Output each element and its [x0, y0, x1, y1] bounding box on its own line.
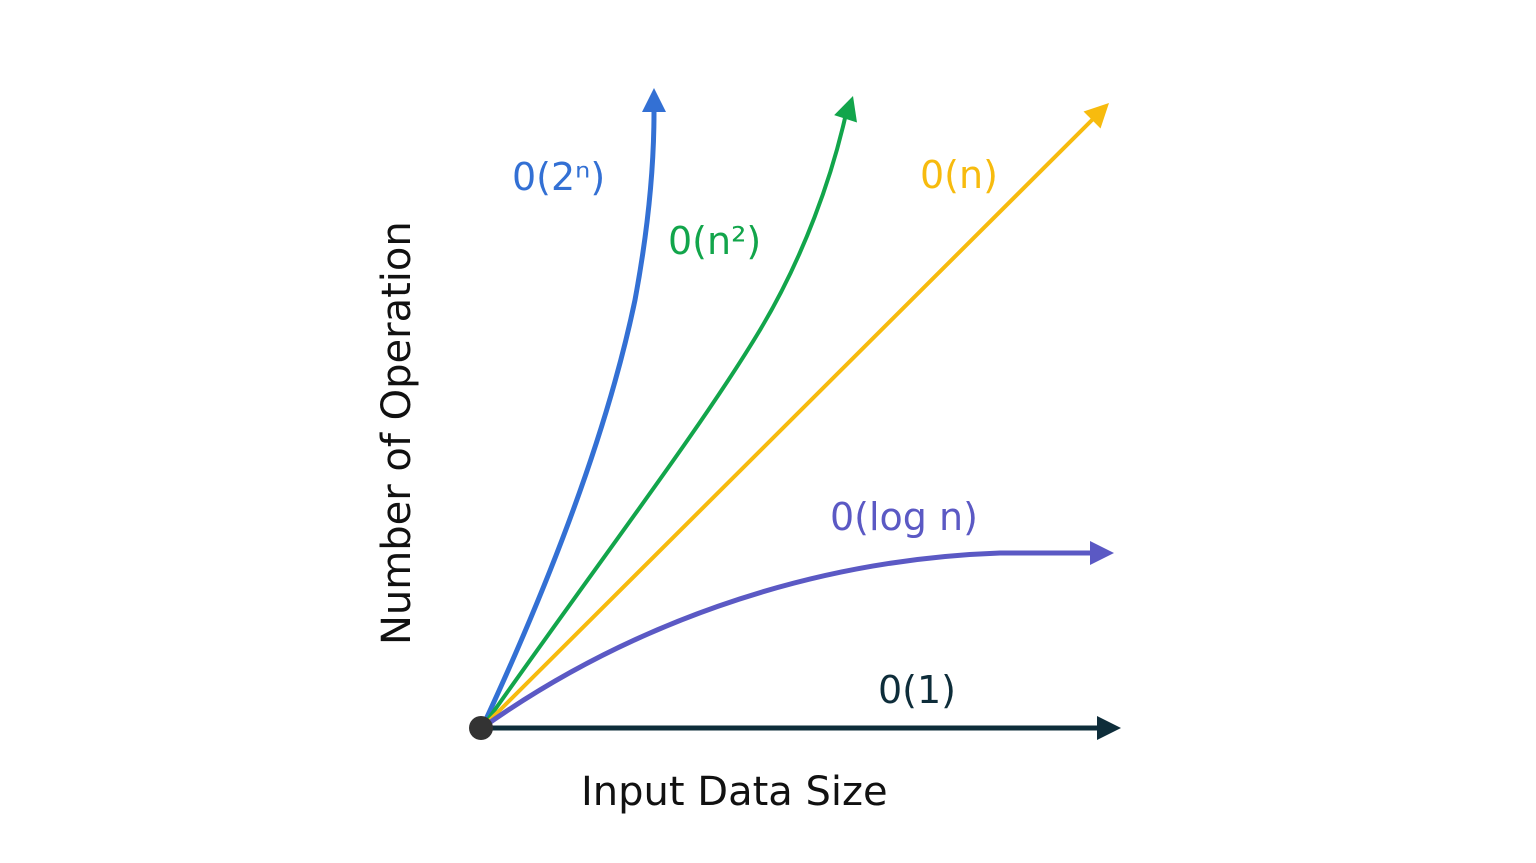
series-quadratic: [480, 96, 857, 730]
arrowhead-icon: [642, 88, 666, 112]
curve-quadratic: [480, 116, 847, 730]
arrowhead-icon: [834, 96, 857, 123]
curve-labels: 0(2ⁿ) 0(n²) 0(n) 0(log n) 0(1): [512, 153, 998, 712]
label-quadratic: 0(n²): [668, 219, 761, 263]
label-linear: 0(n): [920, 153, 998, 197]
label-exponential: 0(2ⁿ): [512, 155, 605, 199]
y-axis-label: Number of Operation: [374, 221, 420, 645]
curve-logarithmic: [479, 550, 1095, 731]
curve-exponential: [479, 109, 657, 731]
series-exponential: [479, 88, 666, 731]
complexity-curves: [479, 88, 1121, 740]
curve-linear: [480, 116, 1096, 730]
arrowhead-icon: [1090, 541, 1114, 565]
x-axis-label: Input Data Size: [581, 769, 888, 815]
arrowhead-icon: [1097, 716, 1121, 740]
label-constant: 0(1): [878, 668, 956, 712]
series-logarithmic: [479, 541, 1114, 731]
label-logarithmic: 0(log n): [830, 495, 978, 539]
series-constant: [479, 716, 1121, 740]
origin-point: [469, 716, 493, 740]
